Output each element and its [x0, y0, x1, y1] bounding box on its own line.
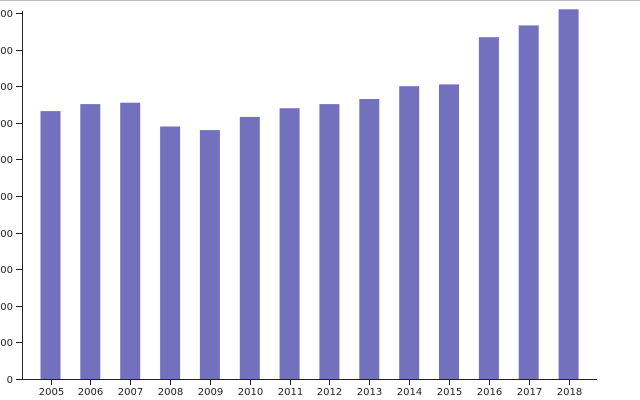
y-tick-label: 000	[0, 46, 13, 57]
y-tick-label: 000	[0, 82, 13, 93]
x-tick-label-2014: 2014	[397, 387, 422, 398]
bar-2005	[40, 111, 61, 379]
y-tick-label: 000	[0, 192, 13, 203]
x-axis: 2005 2006 2007 2008 2009 2010 2011 2012 2013 2014…	[22, 379, 597, 398]
x-tick-label-2016: 2016	[477, 387, 502, 398]
bar-2017	[518, 25, 539, 380]
y-tick-label: 000	[0, 338, 13, 349]
x-tick-label-2018: 2018	[557, 387, 582, 398]
y-tick-label: 000	[0, 9, 13, 20]
x-tick-label-2010: 2010	[238, 387, 263, 398]
bar-2010	[239, 116, 260, 380]
bar-2007	[120, 102, 141, 379]
x-tick-label-2005: 2005	[39, 387, 64, 398]
bar-2006	[80, 104, 101, 379]
x-tick-label-2007: 2007	[118, 387, 143, 398]
x-tick-label-2017: 2017	[517, 387, 542, 398]
bar-2016	[478, 37, 499, 379]
y-tick-label: 000	[0, 265, 13, 276]
bar-2008	[160, 126, 181, 379]
y-tick-label: 000	[0, 155, 13, 166]
x-tick-label-2009: 2009	[198, 387, 223, 398]
x-tick-label-2006: 2006	[78, 387, 103, 398]
y-axis: 0000000000000000000000000000000	[0, 9, 23, 386]
bar-2011	[279, 108, 300, 379]
y-tick-label: 000	[0, 119, 13, 130]
bars-group	[40, 9, 579, 380]
bar-2009	[199, 130, 220, 379]
y-tick-label: 0	[7, 375, 13, 386]
bar-2014	[399, 86, 420, 379]
bar-2018	[558, 9, 579, 380]
x-tick-label-2013: 2013	[357, 387, 382, 398]
y-tick-label: 000	[0, 302, 13, 313]
bar-2012	[319, 104, 340, 379]
x-tick-label-2011: 2011	[278, 387, 303, 398]
bar-2015	[439, 84, 459, 380]
x-tick-label-2012: 2012	[317, 387, 342, 398]
bar-2013	[359, 99, 380, 379]
y-tick-label: 000	[0, 229, 13, 240]
x-tick-label-2008: 2008	[158, 387, 183, 398]
x-tick-label-2015: 2015	[437, 387, 462, 398]
